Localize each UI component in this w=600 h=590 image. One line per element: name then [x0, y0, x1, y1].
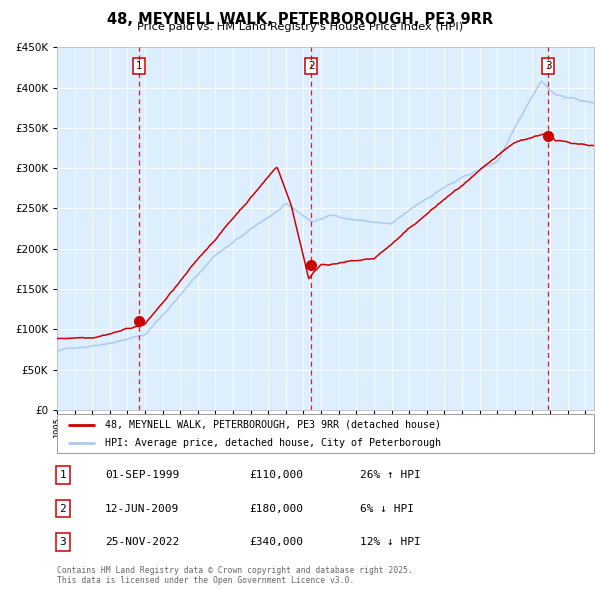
Text: 3: 3: [545, 61, 551, 71]
Text: 48, MEYNELL WALK, PETERBOROUGH, PE3 9RR (detached house): 48, MEYNELL WALK, PETERBOROUGH, PE3 9RR …: [106, 419, 442, 430]
Text: £110,000: £110,000: [249, 470, 303, 480]
Text: 2: 2: [308, 61, 314, 71]
Text: 12-JUN-2009: 12-JUN-2009: [105, 504, 179, 513]
Text: 6% ↓ HPI: 6% ↓ HPI: [360, 504, 414, 513]
Text: 26% ↑ HPI: 26% ↑ HPI: [360, 470, 421, 480]
Text: 2: 2: [59, 504, 67, 513]
Text: 1: 1: [136, 61, 143, 71]
Text: HPI: Average price, detached house, City of Peterborough: HPI: Average price, detached house, City…: [106, 438, 442, 448]
Text: Price paid vs. HM Land Registry's House Price Index (HPI): Price paid vs. HM Land Registry's House …: [137, 22, 463, 32]
Text: 3: 3: [59, 537, 67, 546]
Text: 01-SEP-1999: 01-SEP-1999: [105, 470, 179, 480]
Text: £340,000: £340,000: [249, 537, 303, 546]
Text: Contains HM Land Registry data © Crown copyright and database right 2025.
This d: Contains HM Land Registry data © Crown c…: [57, 566, 413, 585]
Text: 12% ↓ HPI: 12% ↓ HPI: [360, 537, 421, 546]
Text: £180,000: £180,000: [249, 504, 303, 513]
Text: 48, MEYNELL WALK, PETERBOROUGH, PE3 9RR: 48, MEYNELL WALK, PETERBOROUGH, PE3 9RR: [107, 12, 493, 27]
Text: 1: 1: [59, 470, 67, 480]
Text: 25-NOV-2022: 25-NOV-2022: [105, 537, 179, 546]
